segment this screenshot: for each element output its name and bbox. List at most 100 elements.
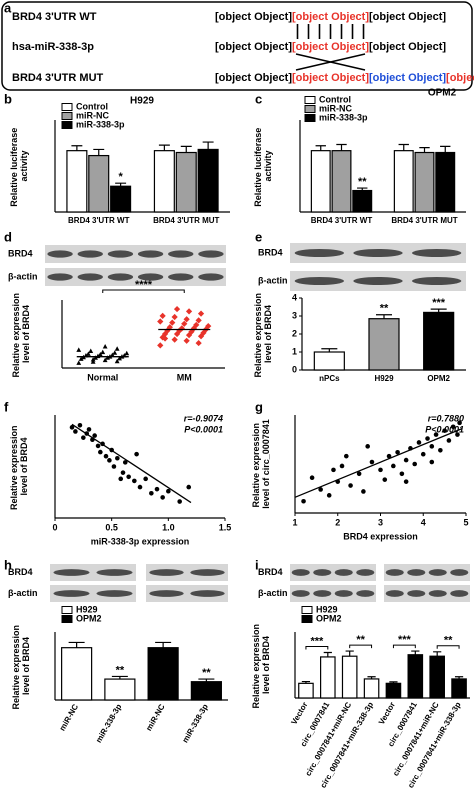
point <box>425 436 430 441</box>
error-bar <box>155 641 172 648</box>
point <box>344 453 349 459</box>
blot-label: BRD4 <box>258 567 283 577</box>
point <box>403 479 409 484</box>
point <box>111 464 117 469</box>
blot-background <box>45 245 226 263</box>
x-axis-label: miR-338-3p expression <box>91 536 190 546</box>
bar <box>368 318 400 371</box>
error-bar <box>111 675 128 680</box>
panel-label: e <box>255 229 262 244</box>
error-bar <box>454 676 464 679</box>
point <box>114 346 120 351</box>
blot-band <box>385 569 404 576</box>
point <box>185 308 193 315</box>
point <box>416 440 422 445</box>
blot-band <box>291 569 310 576</box>
label-line: Relative luciferase <box>9 125 19 207</box>
point <box>457 420 462 426</box>
point <box>118 476 124 482</box>
x-tick-label: H929 <box>374 374 394 383</box>
error-bar <box>440 145 451 153</box>
legend-swatch <box>61 103 73 111</box>
error-bar <box>315 145 326 151</box>
blot-band <box>53 569 90 576</box>
label-line: Relative expression <box>251 621 261 708</box>
point <box>126 474 131 480</box>
point <box>103 453 109 459</box>
x-tick-label: OPM2 <box>427 374 450 383</box>
blot-background <box>45 268 226 286</box>
error-bar <box>357 187 368 191</box>
point <box>378 467 383 473</box>
point <box>95 443 101 449</box>
point <box>438 447 443 453</box>
point <box>318 487 323 492</box>
point <box>137 484 143 490</box>
legend-label: H929 <box>76 604 98 614</box>
cross <box>295 53 366 71</box>
bar <box>298 682 314 699</box>
x-tick-label: 1.0 <box>162 522 175 532</box>
point <box>98 449 103 455</box>
error-bar <box>367 676 376 679</box>
point <box>450 424 456 430</box>
annotation: ** <box>444 635 453 647</box>
blot-band <box>353 277 403 285</box>
y-axis-label: Relative expression level of BRD4 <box>253 290 273 377</box>
blot-band <box>294 277 344 285</box>
blot-band <box>313 590 332 597</box>
legend-label: miR-NC <box>76 110 109 120</box>
blot-background <box>290 585 376 602</box>
x-tick-label: BRD4 3'UTR WT <box>68 216 130 225</box>
x-tick-label: nPCs <box>319 374 340 383</box>
error-bar <box>433 651 442 657</box>
point <box>157 342 164 349</box>
legend-swatch <box>61 121 73 129</box>
blot-band <box>334 569 353 576</box>
point <box>160 495 165 500</box>
point <box>361 489 366 494</box>
bar <box>190 681 222 701</box>
label-line: activity <box>263 150 273 181</box>
blot-band <box>407 590 426 597</box>
blot-band <box>412 249 462 257</box>
annotation: P<0.0001 <box>425 424 464 434</box>
bar <box>147 647 179 701</box>
point <box>102 343 108 349</box>
x-tick-label: Normal <box>87 372 118 382</box>
blot-band <box>96 569 133 576</box>
blot-band <box>353 249 403 257</box>
label-line: level of BRD4 <box>19 437 29 495</box>
x-tick-label: 0 <box>52 522 57 532</box>
blot-band <box>313 569 332 576</box>
blot-label: β-actin <box>8 271 38 281</box>
x-tick-label: miR-338-3p <box>94 702 123 744</box>
point <box>403 457 409 463</box>
sequence-segment: [object Object] <box>446 72 474 84</box>
y-axis-label: Relative expression level of BRD4 <box>11 290 31 377</box>
annotation: * <box>118 171 123 183</box>
point <box>442 428 447 433</box>
annotation: *** <box>398 634 412 646</box>
error-bar <box>115 182 127 187</box>
point <box>177 499 182 504</box>
error-bar <box>323 651 332 657</box>
point <box>433 432 439 437</box>
blot-band <box>356 569 375 576</box>
trendline <box>294 428 462 498</box>
significance-bracket <box>392 644 416 649</box>
legend-swatch <box>61 615 73 623</box>
annotation: ** <box>116 664 125 676</box>
x-tick-label: miR-NC <box>58 702 81 732</box>
error-bar <box>93 148 105 156</box>
error-bar <box>202 141 214 150</box>
panel-label: b <box>4 91 12 106</box>
point <box>81 435 86 440</box>
point <box>395 449 400 455</box>
sequence-segment: [object Object] <box>369 11 446 23</box>
bar <box>88 154 110 213</box>
bar <box>320 656 336 699</box>
point <box>73 429 78 434</box>
point <box>92 433 97 438</box>
point <box>114 358 120 364</box>
